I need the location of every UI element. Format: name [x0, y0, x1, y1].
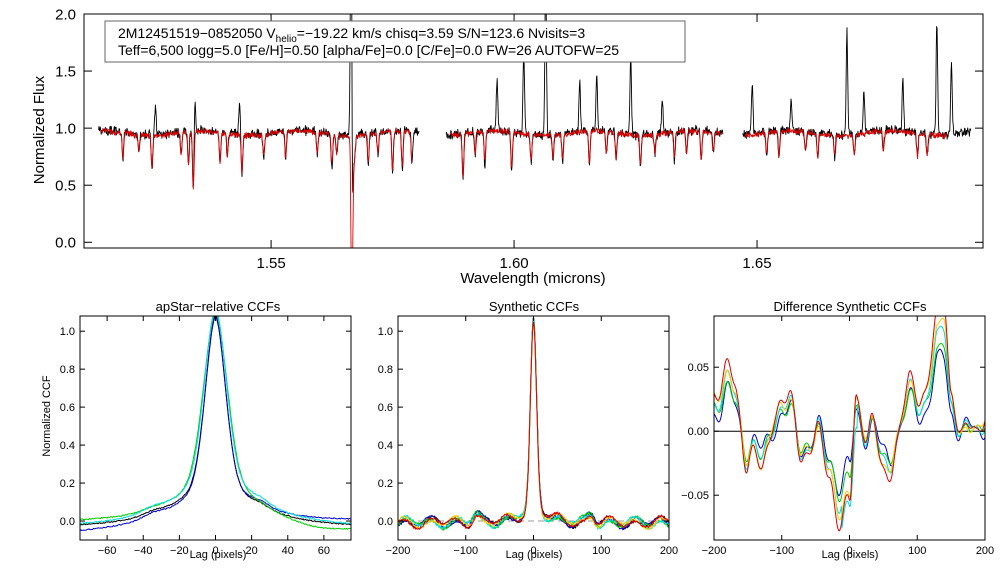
ccf-apstar-tick-labels: −60 −40 −20 0 20 40 60 0.0 0.2 0.4 0.6 0.8 1.0 [60, 326, 330, 557]
ccf-apstar-axes [79, 315, 352, 541]
legend-box [104, 20, 686, 63]
y-tick-label-0-4: 2.0 [55, 6, 76, 23]
ccf-difference-panel: Difference Synthetic CCFs −200 −100 0 100 20… [681, 299, 994, 561]
ccf-apstar-series-3 [80, 316, 351, 530]
legend-line-1: 2M12451519−0852050 Vhelio=−19.22 km/s ch… [118, 25, 585, 45]
ccf-difference-series-2 [714, 342, 985, 503]
ccf-synthetic-series-4 [398, 318, 669, 530]
x-tick-label-1-1: −40 [134, 545, 153, 557]
x-tick-label-0-1: 1.60 [499, 255, 528, 272]
y-tick-label-1-2: 0.4 [60, 440, 75, 452]
y-tick-label-0-0: 0.0 [55, 235, 76, 252]
y-tick-label-1-1: 0.2 [60, 478, 75, 490]
x-tick-label-2-1: −100 [453, 545, 478, 557]
spectrum-observed-chip-3 [742, 26, 972, 162]
y-tick-label-2-5: 1.0 [378, 326, 393, 338]
ccf-synthetic-panel: Synthetic CCFs −200 −100 0 100 200 0.0 0.2 0.4 0… [378, 299, 678, 561]
spectrum-x-axis-label: Wavelength (microns) [460, 270, 605, 287]
x-tick-label-2-2: 0 [530, 545, 536, 557]
spectrum-model-chip-1 [100, 127, 413, 248]
y-tick-label-3-0: −0.05 [681, 490, 709, 502]
axes-frame-0 [83, 13, 984, 249]
legend-line-2: Teff=6,500 logg=5.0 [Fe/H]=0.50 [alpha/F… [118, 42, 619, 58]
y-tick-label-2-0: 0.0 [378, 516, 393, 528]
ccf-difference-series-3 [714, 325, 985, 528]
x-tick-label-3-3: 100 [908, 545, 926, 557]
ccf-synthetic-x-axis-label: Lag (pixels) [506, 549, 563, 561]
legend-star-id: 2M12451519−0852050 V [118, 25, 276, 41]
ccf-synthetic-series-5 [398, 321, 669, 531]
ccf-apstar-panel: apStar−relative CCFs −60 −40 −20 0 20 40 60 0.0… [41, 299, 352, 561]
ccf-synthetic-axes [397, 315, 670, 541]
y-tick-label-2-4: 0.8 [378, 364, 393, 376]
ccf-difference-series-1 [714, 348, 985, 497]
x-tick-label-0-0: 1.55 [256, 255, 285, 272]
x-tick-label-2-0: −200 [386, 545, 411, 557]
x-tick-label-1-5: 40 [282, 545, 294, 557]
ccf-difference-series-4 [714, 317, 985, 521]
spectrum-plot-area [98, 14, 972, 248]
y-tick-label-1-4: 0.8 [60, 364, 75, 376]
spectrum-model-chip-3 [744, 127, 947, 160]
legend-vhelio-subscript: helio [276, 34, 298, 45]
spectrum-tick-labels: 1.55 1.60 1.65 0.0 0.5 1.0 1.5 2.0 [55, 6, 771, 272]
ccf-apstar-plot-area [80, 316, 351, 531]
ccf-difference-axes [713, 315, 986, 541]
ccf-apstar-series-4 [80, 316, 351, 525]
ccf-synthetic-tick-labels: −200 −100 0 100 200 0.0 0.2 0.4 0.6 0.8 1.0 [378, 326, 678, 557]
ccf-apstar-series-2 [80, 316, 351, 531]
axes-frame-1 [79, 315, 352, 541]
x-tick-label-3-1: −100 [769, 545, 794, 557]
x-tick-label-2-4: 200 [660, 545, 678, 557]
ccf-synthetic-title: Synthetic CCFs [489, 299, 580, 314]
ccf-difference-x-axis-label: Lag (pixels) [822, 549, 879, 561]
ccf-difference-plot-area [714, 316, 985, 532]
x-tick-label-0-2: 1.65 [742, 255, 771, 272]
x-tick-label-3-2: 0 [846, 545, 852, 557]
ccf-synthetic-series-2 [398, 316, 669, 531]
y-tick-label-1-0: 0.0 [60, 516, 75, 528]
axes-frame-2 [397, 315, 670, 541]
ccf-synthetic-series-6 [398, 321, 669, 530]
x-tick-label-1-2: −20 [170, 545, 189, 557]
ccf-apstar-title: apStar−relative CCFs [156, 299, 281, 314]
ccf-apstar-y-axis-label: Normalized CCF [41, 375, 53, 457]
y-tick-label-0-1: 0.5 [55, 177, 76, 194]
ccf-synthetic-series-3 [398, 317, 669, 531]
spectrum-model-chip-2 [450, 127, 721, 178]
x-tick-label-3-0: −200 [702, 545, 727, 557]
spectrum-panel: 1.55 1.60 1.65 0.0 0.5 1.0 1.5 2.0 Wavelength (… [31, 6, 984, 287]
spectrum-y-axis-label: Normalized Flux [31, 75, 48, 184]
ccf-difference-title: Difference Synthetic CCFs [774, 299, 927, 314]
y-tick-label-3-1: 0.00 [688, 426, 709, 438]
x-tick-label-3-4: 200 [976, 545, 994, 557]
y-tick-label-0-3: 1.5 [55, 63, 76, 80]
ccf-apstar-series-1 [80, 316, 351, 526]
y-tick-label-1-3: 0.6 [60, 402, 75, 414]
ccf-synthetic-series-1 [398, 318, 669, 530]
legend-vhelio-value: =−19.22 km/s chisq=3.59 S/N=123.6 Nvisit… [297, 25, 586, 41]
x-tick-label-1-6: 60 [318, 545, 330, 557]
y-tick-label-2-3: 0.6 [378, 402, 393, 414]
spectrum-legend: 2M12451519−0852050 Vhelio=−19.22 km/s ch… [104, 20, 686, 63]
ccf-apstar-x-axis-label: Lag (pixels) [190, 549, 247, 561]
y-tick-label-2-2: 0.4 [378, 440, 393, 452]
x-tick-label-1-3: 0 [212, 545, 218, 557]
y-tick-label-2-1: 0.2 [378, 478, 393, 490]
y-tick-label-1-5: 1.0 [60, 326, 75, 338]
x-tick-label-1-0: −60 [98, 545, 117, 557]
y-tick-label-3-2: 0.05 [688, 362, 709, 374]
ccf-difference-series-5 [714, 316, 985, 532]
y-tick-label-0-2: 1.0 [55, 120, 76, 137]
x-tick-label-1-4: 20 [246, 545, 258, 557]
ccf-synthetic-plot-area [398, 316, 669, 531]
ccf-difference-tick-labels: −200 −100 0 100 200 −0.05 0.00 0.05 [681, 362, 994, 557]
x-tick-label-2-3: 100 [592, 545, 610, 557]
